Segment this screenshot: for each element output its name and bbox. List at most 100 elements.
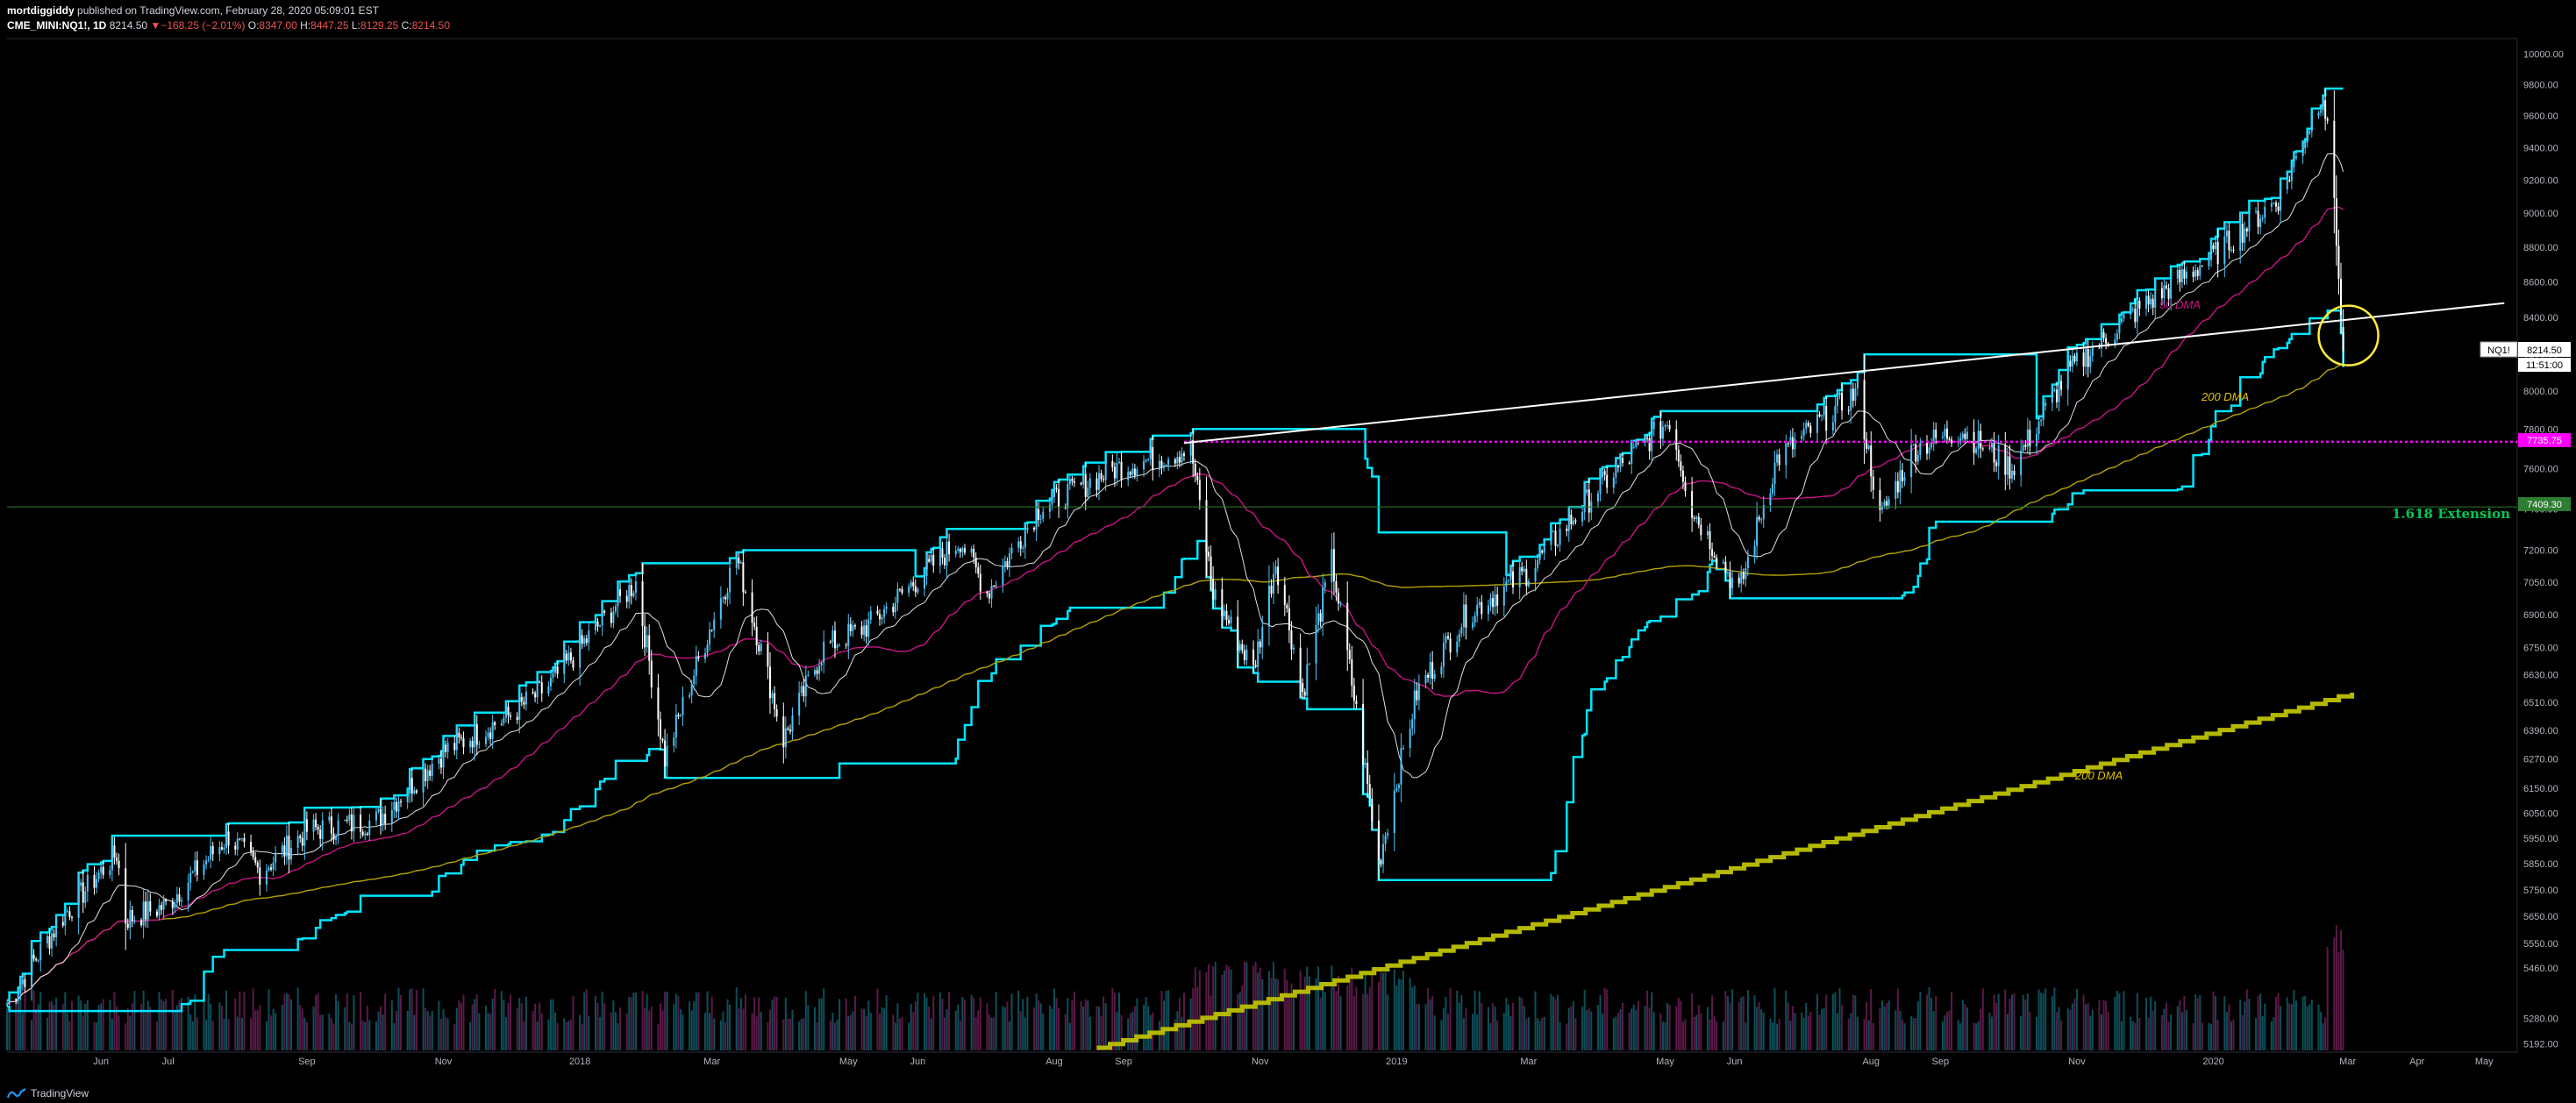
candle-body: [554, 666, 557, 673]
candle-body: [375, 811, 377, 821]
volume-bar: [948, 992, 951, 1050]
countdown-tag: [2518, 358, 2571, 372]
candle-body: [1809, 425, 1812, 433]
candle-body: [941, 548, 944, 559]
trendline[interactable]: [1183, 302, 2505, 445]
author[interactable]: mortdiggiddy: [7, 4, 75, 17]
candle-body: [504, 706, 507, 718]
volume-bar: [1411, 987, 1414, 1050]
volume-bar: [807, 1005, 810, 1050]
candle-body: [2165, 285, 2167, 288]
candle-body: [2044, 402, 2047, 406]
volume-bar: [1841, 1005, 1844, 1050]
volume-bar: [2136, 993, 2138, 1050]
volume-bar: [350, 1023, 353, 1050]
volume-bar: [390, 1000, 393, 1050]
price-axis[interactable]: 5192.005280.005460.005550.005650.005750.…: [2523, 50, 2564, 1050]
dma200-label: 200 DMA: [2201, 390, 2249, 403]
volume-bar: [804, 991, 807, 1050]
candle-body: [445, 744, 447, 752]
volume-bar: [210, 1003, 212, 1050]
volume-bar: [1850, 1013, 1852, 1050]
volume-bar: [1048, 1005, 1051, 1050]
volume-bar: [1664, 1022, 1666, 1050]
volume-bar: [1476, 1014, 1479, 1050]
volume-bar: [1019, 1011, 1022, 1050]
volume-bar: [1745, 1022, 1747, 1050]
candle-body: [1990, 443, 1993, 447]
volume-bar: [1856, 1016, 1859, 1050]
time-tick-label: Jun: [910, 1057, 926, 1067]
candle-body: [1002, 566, 1004, 586]
candle-body: [1543, 544, 1545, 553]
volume-bar: [867, 1000, 870, 1050]
candle-body: [1427, 674, 1430, 678]
volume-bar: [974, 1016, 977, 1050]
candle-body: [516, 716, 518, 721]
volume-bar: [15, 1000, 18, 1050]
candle-body: [1322, 587, 1324, 623]
candle-body: [61, 922, 64, 926]
volume-bar: [2192, 1022, 2194, 1050]
candle-body: [1003, 561, 1006, 566]
volume-bar: [2270, 1021, 2273, 1050]
volume-bar: [924, 993, 926, 1050]
volume-bar: [751, 1013, 753, 1050]
candle-body: [2101, 331, 2103, 349]
candle-body: [1492, 598, 1495, 608]
volume-bar: [1932, 1011, 1935, 1050]
volume-bar: [959, 1021, 961, 1050]
volume-bar: [1572, 1000, 1574, 1050]
published-text: published on TradingView.com, February 2…: [77, 4, 380, 17]
price-tick-label: 5550.00: [2523, 939, 2558, 950]
time-axis[interactable]: Jun Jul Sep Nov 2018 Mar May Jun Aug Sep Nov 2019 Ma…: [93, 1057, 2494, 1067]
time-tick-label: May: [2475, 1057, 2494, 1067]
candle-body: [910, 581, 912, 587]
price-tick-label: 9200.00: [2523, 175, 2558, 186]
volume-bar: [1525, 1018, 1528, 1050]
high-value: 8447.25: [310, 19, 349, 32]
volume-bar: [1581, 1006, 1584, 1050]
volume-bar: [1635, 1010, 1638, 1050]
footer[interactable]: TradingView: [7, 1087, 89, 1099]
volume-bar: [384, 993, 387, 1050]
candle-body: [2167, 288, 2170, 299]
candle-body: [1368, 784, 1371, 799]
volume-bar: [281, 1005, 283, 1050]
volume-bar: [1303, 976, 1306, 1050]
candle-body: [203, 864, 205, 875]
candle-body: [2073, 355, 2076, 362]
chart-header: mortdiggiddy published on TradingView.co…: [7, 4, 450, 33]
volume-bar: [1518, 996, 1521, 1050]
volume-bar: [2024, 999, 2027, 1050]
candle-body: [2270, 203, 2273, 207]
candle-body: [2322, 100, 2324, 111]
candle-body: [299, 836, 302, 838]
volume-bar: [319, 1014, 322, 1050]
volume-bar: [1872, 1023, 1874, 1050]
candle-body: [275, 852, 277, 863]
candle-body: [610, 612, 612, 623]
symbol-interval[interactable]: CME_MINI:NQ1!, 1D: [7, 19, 107, 32]
volume-bar: [129, 1015, 132, 1050]
volume-bar: [487, 1013, 489, 1050]
volume-bar: [2118, 993, 2121, 1050]
candle-body: [883, 608, 886, 617]
last-price-tag: [2518, 342, 2571, 357]
volume-bar: [240, 1017, 243, 1050]
volume-bar: [879, 1014, 881, 1050]
volume-bar: [565, 1021, 567, 1050]
candle-body: [2163, 285, 2166, 299]
volume-bar: [1903, 1023, 1906, 1050]
candle-body: [1397, 784, 1400, 788]
volume-bar: [1711, 995, 1714, 1050]
volume-bar: [1805, 1002, 1808, 1050]
volume-bar: [1975, 1023, 1978, 1050]
candle-body: [37, 960, 39, 962]
candle-body: [1413, 690, 1416, 720]
volume-bar: [993, 1017, 995, 1050]
candle-body: [954, 551, 957, 555]
candle-body: [838, 644, 841, 646]
candle-body: [225, 831, 228, 848]
